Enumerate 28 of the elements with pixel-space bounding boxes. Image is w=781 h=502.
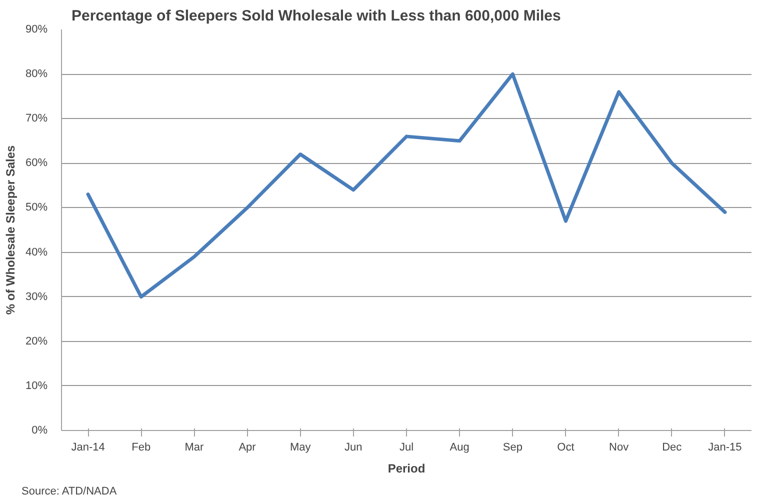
- y-tick-label: 10%: [25, 380, 48, 392]
- x-tick-label: Jun: [344, 442, 362, 454]
- x-tick-label: Dec: [662, 442, 682, 454]
- y-tick-label: 50%: [25, 202, 48, 214]
- chart-title: Percentage of Sleepers Sold Wholesale with Less than 600,000 Miles: [72, 8, 561, 24]
- x-tick-label: May: [290, 442, 312, 454]
- line-series: [86, 72, 727, 299]
- y-tick-label: 20%: [25, 335, 48, 348]
- y-tick-label: 30%: [25, 290, 48, 303]
- y-tick-label: 0%: [32, 424, 48, 436]
- x-tick-label: Aug: [450, 442, 470, 454]
- y-tick-label: 60%: [25, 157, 48, 170]
- x-tick-label: Mar: [184, 442, 204, 454]
- y-axis-title: % of Wholesale Sleeper Sales: [3, 144, 18, 315]
- x-tick-label: Apr: [238, 442, 256, 454]
- x-tick-label: Jan-14: [71, 442, 105, 454]
- x-tick-label: Jan-15: [708, 442, 742, 454]
- x-tick-label: Nov: [609, 442, 630, 454]
- x-tick-label: Feb: [132, 442, 151, 454]
- source-note: Source: ATD/NADA: [22, 486, 118, 498]
- y-tick-label: 70%: [25, 112, 48, 125]
- y-tick-label: 80%: [25, 68, 48, 80]
- x-axis-title: Period: [388, 462, 426, 476]
- x-tick-label: Sep: [502, 442, 522, 454]
- x-tick-label: Jul: [399, 442, 414, 454]
- x-tick-label: Oct: [557, 442, 574, 454]
- y-tick-label: 40%: [25, 246, 48, 258]
- y-tick-label: 90%: [25, 24, 48, 36]
